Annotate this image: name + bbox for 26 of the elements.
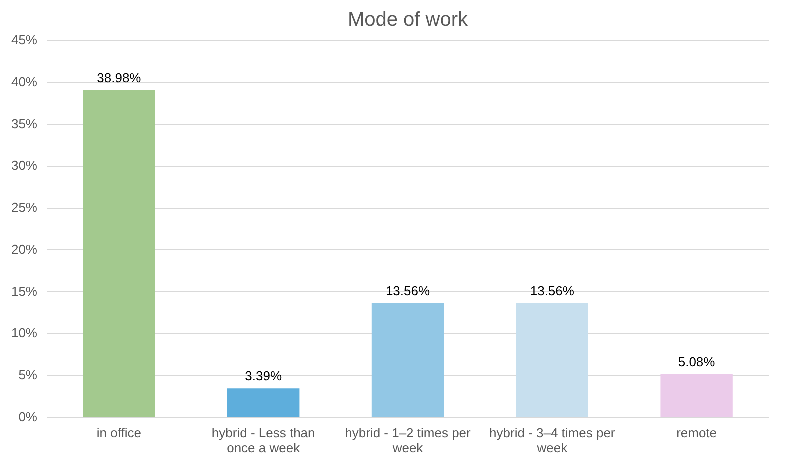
x-tick-label: hybrid - Less than once a week — [212, 426, 316, 456]
data-label: 13.56% — [530, 283, 575, 298]
bar — [83, 90, 156, 417]
y-tick-label: 5% — [18, 368, 38, 383]
bar — [372, 303, 444, 417]
y-tick-label: 25% — [11, 200, 38, 216]
data-label: 3.39% — [245, 368, 282, 384]
x-tick-label: in office — [96, 426, 142, 440]
x-tick-label: remote — [676, 426, 718, 440]
chart-title: Mode of work — [348, 9, 470, 31]
bar — [516, 303, 588, 417]
y-tick-label: 20% — [11, 242, 38, 257]
y-tick-label: 0% — [18, 410, 38, 424]
bar — [660, 374, 733, 417]
data-label: 38.98% — [97, 70, 142, 86]
y-tick-label: 45% — [11, 32, 38, 48]
data-label: 13.56% — [386, 283, 430, 298]
y-tick-label: 15% — [11, 284, 38, 299]
data-label: 5.08% — [678, 354, 716, 370]
x-tick-label: hybrid - 1–2 times per week — [345, 426, 472, 456]
y-tick-label: 30% — [11, 158, 38, 174]
bar — [228, 388, 300, 417]
y-tick-label: 40% — [11, 74, 38, 90]
y-tick-label: 35% — [11, 116, 38, 132]
x-tick-label: hybrid - 3–4 times per week — [490, 426, 616, 456]
y-tick-label: 10% — [11, 326, 38, 341]
